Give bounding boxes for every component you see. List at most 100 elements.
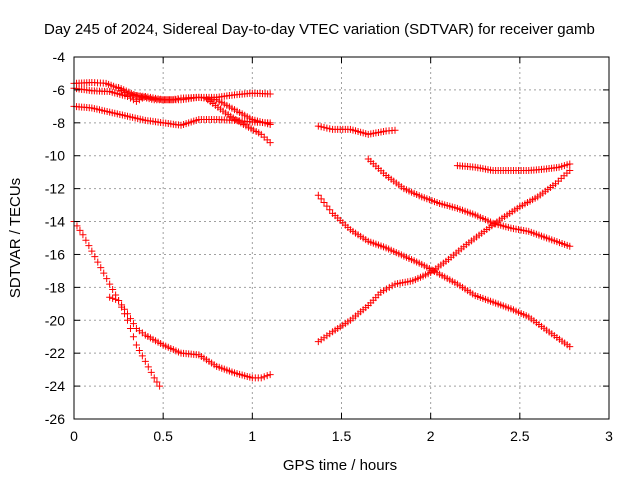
y-tick-label: -26	[45, 411, 65, 427]
data-point	[566, 160, 574, 168]
data-point	[88, 247, 96, 255]
data-point	[144, 363, 152, 371]
y-tick-label: -20	[45, 312, 65, 328]
data-point	[147, 368, 155, 376]
y-tick-label: -12	[45, 181, 65, 197]
x-tick-label: 0	[70, 428, 78, 444]
data-point	[121, 305, 129, 313]
series-track-4	[204, 96, 274, 147]
data-point	[97, 264, 105, 272]
data-point	[317, 123, 325, 131]
data-point	[323, 124, 331, 132]
data-point	[566, 167, 574, 175]
data-point	[153, 378, 161, 386]
data-point	[150, 374, 158, 382]
data-point	[168, 96, 176, 104]
data-point	[326, 206, 334, 214]
data-point	[382, 285, 390, 293]
series-track-7	[106, 293, 274, 382]
data-point	[132, 341, 140, 349]
series-track-3	[115, 83, 274, 104]
series-track-11	[364, 155, 574, 250]
axis-ticks: 0 0.5 1 1.5 2 2.5 3 -26 -24 -22 -20 -18 -16 -14 -12 -10…	[45, 49, 613, 444]
data-point	[257, 374, 265, 382]
y-tick-label: -8	[53, 115, 66, 131]
series-track-6	[70, 218, 164, 390]
y-axis-label: SDTVAR / TECUs	[7, 178, 24, 298]
data-point	[106, 293, 114, 301]
data-point	[263, 372, 271, 380]
data-point	[129, 333, 137, 341]
y-tick-label: -14	[45, 214, 65, 230]
data-series	[70, 79, 574, 390]
data-point	[103, 275, 111, 283]
data-point	[79, 231, 87, 239]
series-track-10	[314, 167, 574, 346]
series-track-8	[314, 122, 399, 138]
data-point	[91, 253, 99, 261]
data-point	[100, 269, 108, 277]
data-point	[260, 373, 268, 381]
data-point	[109, 286, 117, 294]
y-tick-label: -24	[45, 378, 65, 394]
x-tick-label: 1	[248, 428, 256, 444]
data-point	[126, 94, 134, 102]
data-point	[388, 282, 396, 290]
data-point	[141, 357, 149, 365]
x-tick-label: 1.5	[332, 428, 352, 444]
data-point	[76, 226, 84, 234]
data-point	[109, 294, 117, 302]
x-tick-label: 2.5	[510, 428, 530, 444]
series-track-12	[453, 160, 574, 175]
x-tick-label: 2	[427, 428, 435, 444]
data-point	[82, 236, 90, 244]
data-point	[156, 382, 164, 390]
data-point	[126, 315, 134, 323]
data-point	[124, 316, 131, 324]
data-point	[129, 320, 137, 328]
data-point	[314, 191, 322, 199]
y-tick-label: -10	[45, 148, 65, 164]
chart-title: Day 245 of 2024, Sidereal Day-to-day VTE…	[44, 21, 595, 38]
data-point	[566, 343, 574, 351]
data-point	[174, 95, 182, 103]
data-point	[266, 90, 274, 98]
data-point	[112, 295, 120, 303]
x-tick-label: 0.5	[153, 428, 173, 444]
data-point	[126, 325, 134, 332]
y-tick-label: -18	[45, 279, 65, 295]
data-point	[317, 195, 325, 203]
y-tick-label: -22	[45, 345, 65, 361]
data-point	[266, 371, 274, 379]
data-point	[320, 198, 328, 206]
data-point	[314, 122, 322, 130]
data-point	[566, 242, 574, 250]
data-point	[380, 287, 388, 295]
y-tick-label: -16	[45, 246, 65, 262]
data-point	[266, 139, 274, 147]
data-point	[124, 92, 131, 100]
data-point	[85, 242, 93, 250]
data-point	[94, 258, 102, 266]
grid-lines	[74, 57, 609, 419]
series-track-9	[314, 191, 574, 351]
data-point	[391, 126, 399, 134]
x-axis-label: GPS time / hours	[283, 457, 397, 474]
data-point	[377, 288, 385, 296]
x-tick-label: 3	[605, 428, 613, 444]
data-point	[73, 222, 81, 230]
data-point	[106, 280, 114, 288]
data-point	[320, 123, 328, 131]
data-point	[171, 95, 179, 103]
data-point	[323, 202, 331, 210]
data-point	[115, 297, 123, 305]
data-point	[266, 119, 274, 127]
data-point	[124, 310, 131, 318]
data-point	[138, 352, 146, 360]
data-point	[135, 346, 143, 354]
data-point	[385, 283, 393, 291]
data-point	[118, 301, 126, 309]
y-tick-label: -6	[53, 82, 66, 98]
y-tick-label: -4	[53, 49, 66, 65]
